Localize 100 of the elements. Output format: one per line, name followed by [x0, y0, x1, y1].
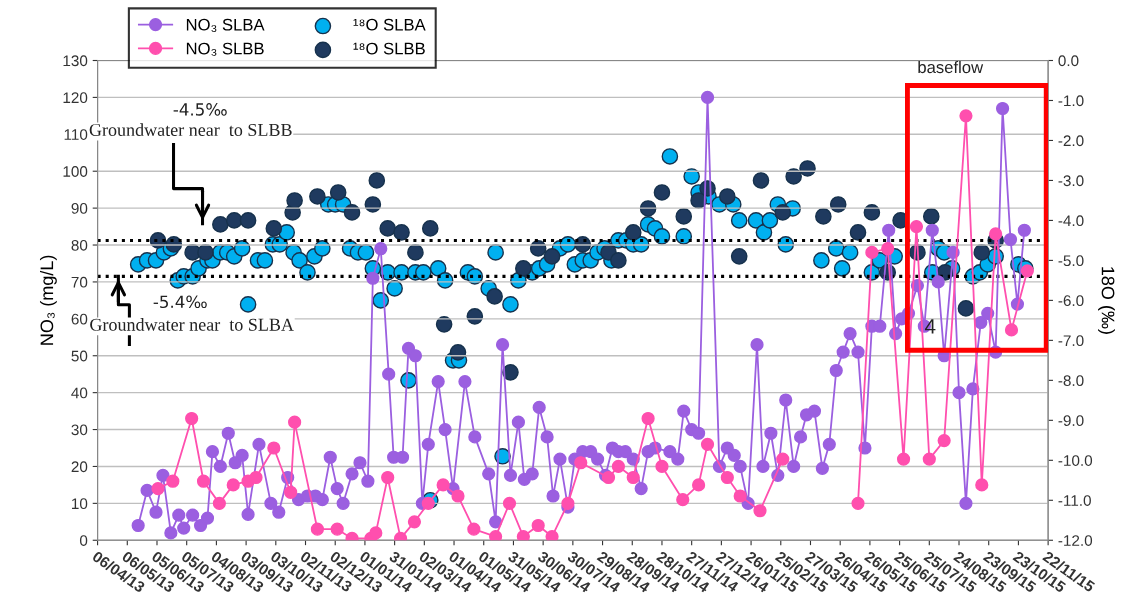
point: [881, 242, 895, 256]
point: [561, 496, 575, 510]
point: [284, 485, 298, 499]
y-tick-label: 100: [63, 166, 88, 177]
point: [368, 172, 386, 189]
point: [610, 252, 627, 269]
point: [733, 489, 747, 503]
point: [516, 529, 530, 541]
point: [959, 109, 973, 123]
y2-tick-label: 0.0: [1058, 55, 1079, 67]
y-tick-label: 70: [71, 276, 88, 288]
y-tick-label: 120: [63, 92, 88, 104]
point: [381, 470, 395, 485]
point: [675, 208, 693, 225]
point: [249, 470, 263, 485]
point: [393, 224, 410, 241]
point: [922, 208, 940, 225]
point: [502, 364, 519, 381]
point: [502, 496, 517, 510]
point: [226, 478, 240, 492]
point: [730, 248, 748, 265]
annotation: -4.5‰: [173, 103, 227, 116]
point: [849, 224, 867, 241]
y-tick-label: 50: [71, 350, 88, 362]
point: [909, 219, 924, 234]
point: [624, 224, 642, 241]
point: [973, 244, 991, 261]
point: [896, 452, 911, 466]
y2-tick-label: -4.0: [1058, 215, 1084, 227]
point: [310, 522, 324, 536]
point: [185, 411, 199, 426]
point: [1004, 323, 1019, 337]
point: [151, 482, 165, 496]
point: [1020, 264, 1034, 278]
point: [531, 518, 545, 533]
point: [752, 172, 770, 189]
annotation: baseflow: [918, 60, 984, 74]
point: [451, 489, 465, 503]
point: [753, 504, 767, 518]
point: [449, 344, 467, 361]
point: [369, 526, 383, 540]
point: [851, 496, 865, 510]
y-tick-label: 20: [71, 461, 88, 473]
point: [286, 192, 303, 209]
point: [421, 496, 435, 510]
y-tick-label: 0: [79, 535, 88, 546]
y2-tick-label: -3.0: [1058, 175, 1084, 187]
point: [815, 208, 832, 225]
point: [489, 529, 503, 541]
point: [225, 212, 243, 229]
point: [865, 245, 879, 260]
annotation: 4: [924, 319, 936, 334]
point: [212, 216, 229, 233]
point: [407, 515, 422, 529]
point: [379, 220, 396, 237]
point: [515, 260, 532, 277]
y-tick-label: 90: [71, 202, 88, 214]
y-tick-label: 110: [64, 129, 88, 140]
point: [989, 227, 1003, 241]
point: [467, 522, 481, 536]
point: [421, 220, 439, 237]
point: [265, 220, 283, 237]
annotation: -5.4‰: [153, 295, 207, 309]
y-axis-title: NO₃ (mg/L): [39, 255, 57, 345]
point: [676, 493, 690, 507]
point: [653, 184, 671, 201]
point: [641, 411, 655, 426]
point: [776, 452, 790, 466]
y2-tick-label: -11.0: [1058, 495, 1091, 506]
y2-tick-label: -2.0: [1058, 135, 1084, 147]
point: [611, 459, 625, 474]
point: [975, 478, 989, 492]
point: [799, 160, 816, 177]
point: [212, 496, 226, 510]
point: [720, 470, 734, 485]
point: [486, 288, 503, 305]
point: [197, 244, 214, 261]
y2-tick-label: -12.0: [1058, 535, 1093, 546]
y2-tick-label: -1.0: [1058, 95, 1084, 107]
point: [407, 244, 424, 261]
legend-label: NO₃ SLBA: [186, 18, 265, 32]
point: [330, 522, 344, 536]
point: [922, 452, 936, 466]
y-tick-label: 10: [72, 498, 88, 510]
y-tick-label: 80: [71, 239, 88, 251]
annotation: Groundwater near to SLBA: [90, 318, 294, 331]
point: [436, 478, 450, 492]
point: [574, 456, 588, 470]
legend-label: ¹⁸O SLBB: [353, 42, 425, 55]
y2-axis-title: 18O (‰): [1098, 267, 1115, 334]
point: [719, 188, 736, 205]
point: [267, 441, 281, 455]
point: [288, 415, 302, 429]
legend-label: ¹⁸O SLBA: [353, 18, 426, 31]
y2-tick-label: -10.0: [1058, 455, 1093, 466]
point: [329, 184, 347, 201]
point: [626, 470, 640, 485]
point: [957, 300, 975, 317]
legend-label: NO₃ SLBB: [186, 42, 264, 56]
point: [545, 529, 559, 541]
